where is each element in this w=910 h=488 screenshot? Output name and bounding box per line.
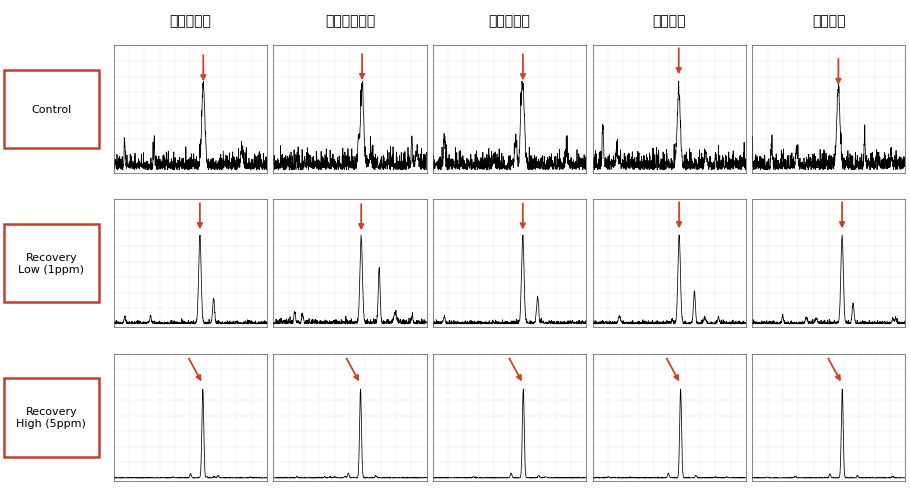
Text: 〈계란〉: 〈계란〉 (812, 14, 845, 28)
Text: 〈소고기〉: 〈소고기〉 (169, 14, 211, 28)
Text: 〈돼지고기〉: 〈돼지고기〉 (325, 14, 375, 28)
Text: Control: Control (31, 105, 72, 115)
Text: Recovery
Low (1ppm): Recovery Low (1ppm) (18, 253, 85, 274)
Text: 〈우유〉: 〈우유〉 (652, 14, 686, 28)
Text: Recovery
High (5ppm): Recovery High (5ppm) (16, 407, 86, 428)
Text: 〈닭고기〉: 〈닭고기〉 (489, 14, 531, 28)
